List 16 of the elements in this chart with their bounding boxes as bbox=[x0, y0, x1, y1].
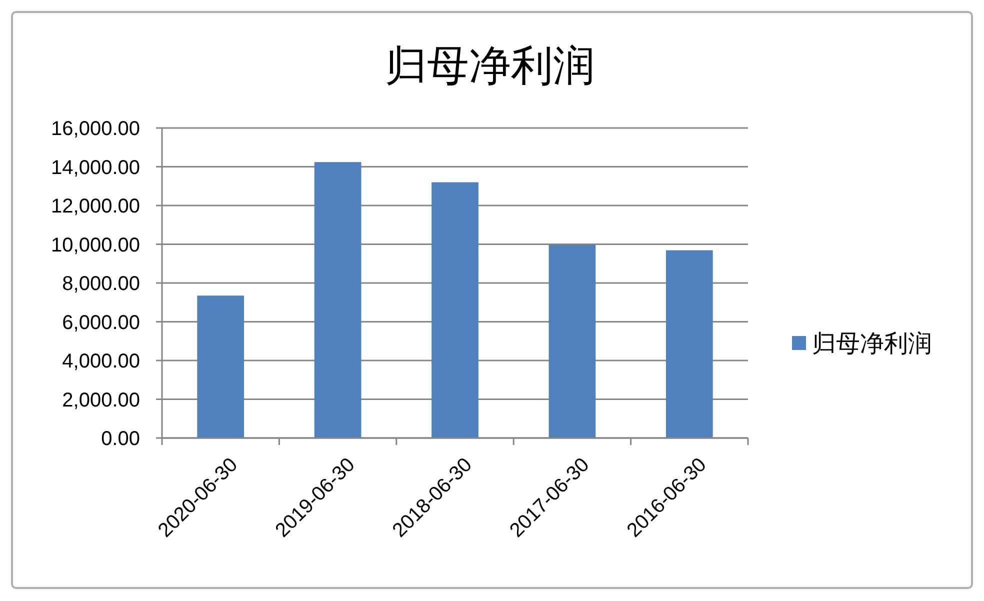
y-tick-label: 8,000.00 bbox=[62, 273, 140, 295]
bar bbox=[666, 250, 713, 438]
bar bbox=[314, 162, 362, 438]
y-tick-label: 6,000.00 bbox=[62, 312, 140, 334]
bar bbox=[197, 296, 244, 438]
y-tick-label: 0.00 bbox=[101, 428, 140, 450]
y-tick-label: 10,000.00 bbox=[51, 234, 140, 256]
y-tick-label: 14,000.00 bbox=[51, 156, 140, 179]
y-tick-label: 2,000.00 bbox=[62, 389, 140, 412]
y-tick-label: 12,000.00 bbox=[51, 196, 140, 218]
bar bbox=[432, 182, 478, 438]
bar bbox=[548, 244, 596, 438]
y-tick-label: 4,000.00 bbox=[62, 350, 140, 372]
y-tick-label: 16,000.00 bbox=[51, 118, 140, 140]
chart-title: 归母净利润 bbox=[385, 44, 595, 90]
legend-label: 归母净利润 bbox=[812, 330, 932, 358]
